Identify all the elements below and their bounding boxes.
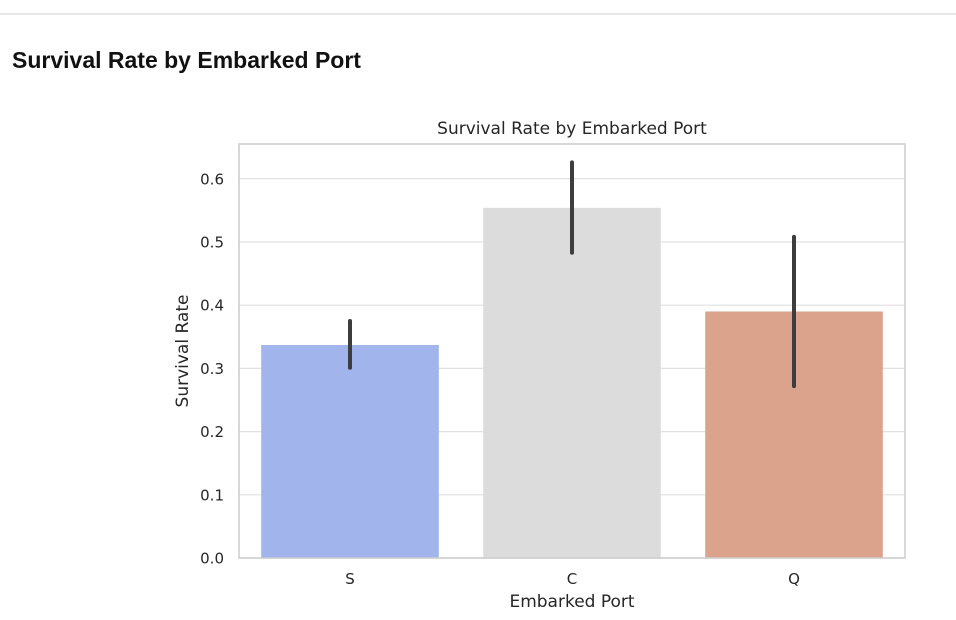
y-tick-labels: 0.0 0.1 0.2 0.3 0.4 0.5 0.6 — [200, 170, 224, 567]
y-tick-label: 0.0 — [200, 550, 224, 568]
y-axis-label: Survival Rate — [173, 295, 193, 408]
error-bars — [348, 160, 796, 389]
x-tick-label: S — [345, 570, 355, 588]
y-tick-label: 0.6 — [200, 170, 224, 188]
x-tick-label: C — [567, 570, 577, 588]
y-tick-label: 0.3 — [200, 360, 224, 378]
section-heading: Survival Rate by Embarked Port — [12, 47, 361, 73]
plot-frame — [238, 143, 906, 559]
y-tick-label: 0.5 — [200, 233, 224, 251]
x-axis-label: Embarked Port — [509, 592, 634, 612]
bar-s — [261, 344, 439, 558]
x-tick-label: Q — [788, 570, 800, 588]
y-tick-label: 0.2 — [200, 423, 224, 441]
bars — [261, 207, 883, 558]
y-tick-label: 0.1 — [200, 486, 224, 504]
top-divider — [0, 13, 956, 15]
chart-title: Survival Rate by Embarked Port — [437, 119, 707, 139]
bar-c — [483, 207, 661, 558]
y-tick-label: 0.4 — [200, 297, 224, 315]
